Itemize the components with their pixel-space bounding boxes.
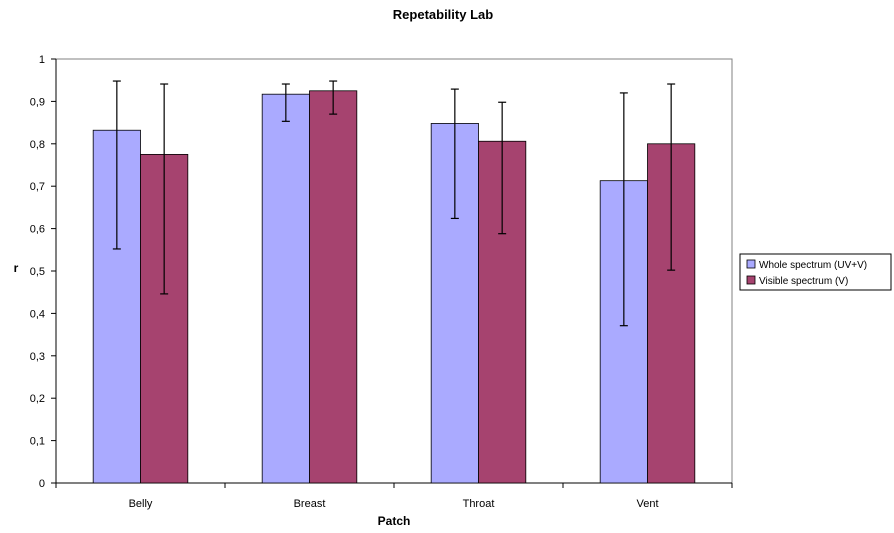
y-axis-title: r bbox=[14, 261, 19, 275]
legend-swatch-visible-spectrum bbox=[746, 275, 756, 285]
y-tick-label: 0,6 bbox=[30, 224, 45, 236]
y-tick-label: 0,8 bbox=[30, 139, 45, 151]
legend-label-visible-spectrum: Visible spectrum (V) bbox=[759, 276, 848, 287]
legend-frame bbox=[739, 253, 892, 291]
y-tick-label: 0,5 bbox=[30, 266, 45, 278]
y-tick-label: 0,9 bbox=[30, 96, 45, 108]
y-tick-label: 0,1 bbox=[30, 436, 45, 448]
legend: Whole spectrum (UV+V) Visible spectrum (… bbox=[739, 253, 892, 291]
x-tick-label: Belly bbox=[129, 498, 153, 510]
y-tick-label: 0,4 bbox=[30, 308, 45, 320]
y-tick-label: 0 bbox=[39, 478, 45, 490]
x-tick-label: Throat bbox=[463, 498, 495, 510]
chart-title: Repetability Lab bbox=[393, 7, 493, 22]
legend-swatch-whole-spectrum bbox=[746, 259, 756, 269]
y-tick-label: 0,2 bbox=[30, 393, 45, 405]
legend-label-whole-spectrum: Whole spectrum (UV+V) bbox=[759, 260, 867, 271]
x-tick-label: Breast bbox=[294, 498, 326, 510]
x-tick-label: Vent bbox=[636, 498, 658, 510]
y-tick-label: 0,3 bbox=[30, 351, 45, 363]
bar bbox=[261, 93, 310, 484]
plot-area: 0 0,1 0,2 0,3 0,4 0,5 0,6 0,7 0,8 0,9 1 Belly Breast… bbox=[30, 54, 733, 510]
y-tick-label: 1 bbox=[39, 54, 45, 66]
bar bbox=[309, 90, 358, 484]
x-axis-title: Patch bbox=[378, 514, 411, 528]
y-tick-label: 0,7 bbox=[30, 181, 45, 193]
